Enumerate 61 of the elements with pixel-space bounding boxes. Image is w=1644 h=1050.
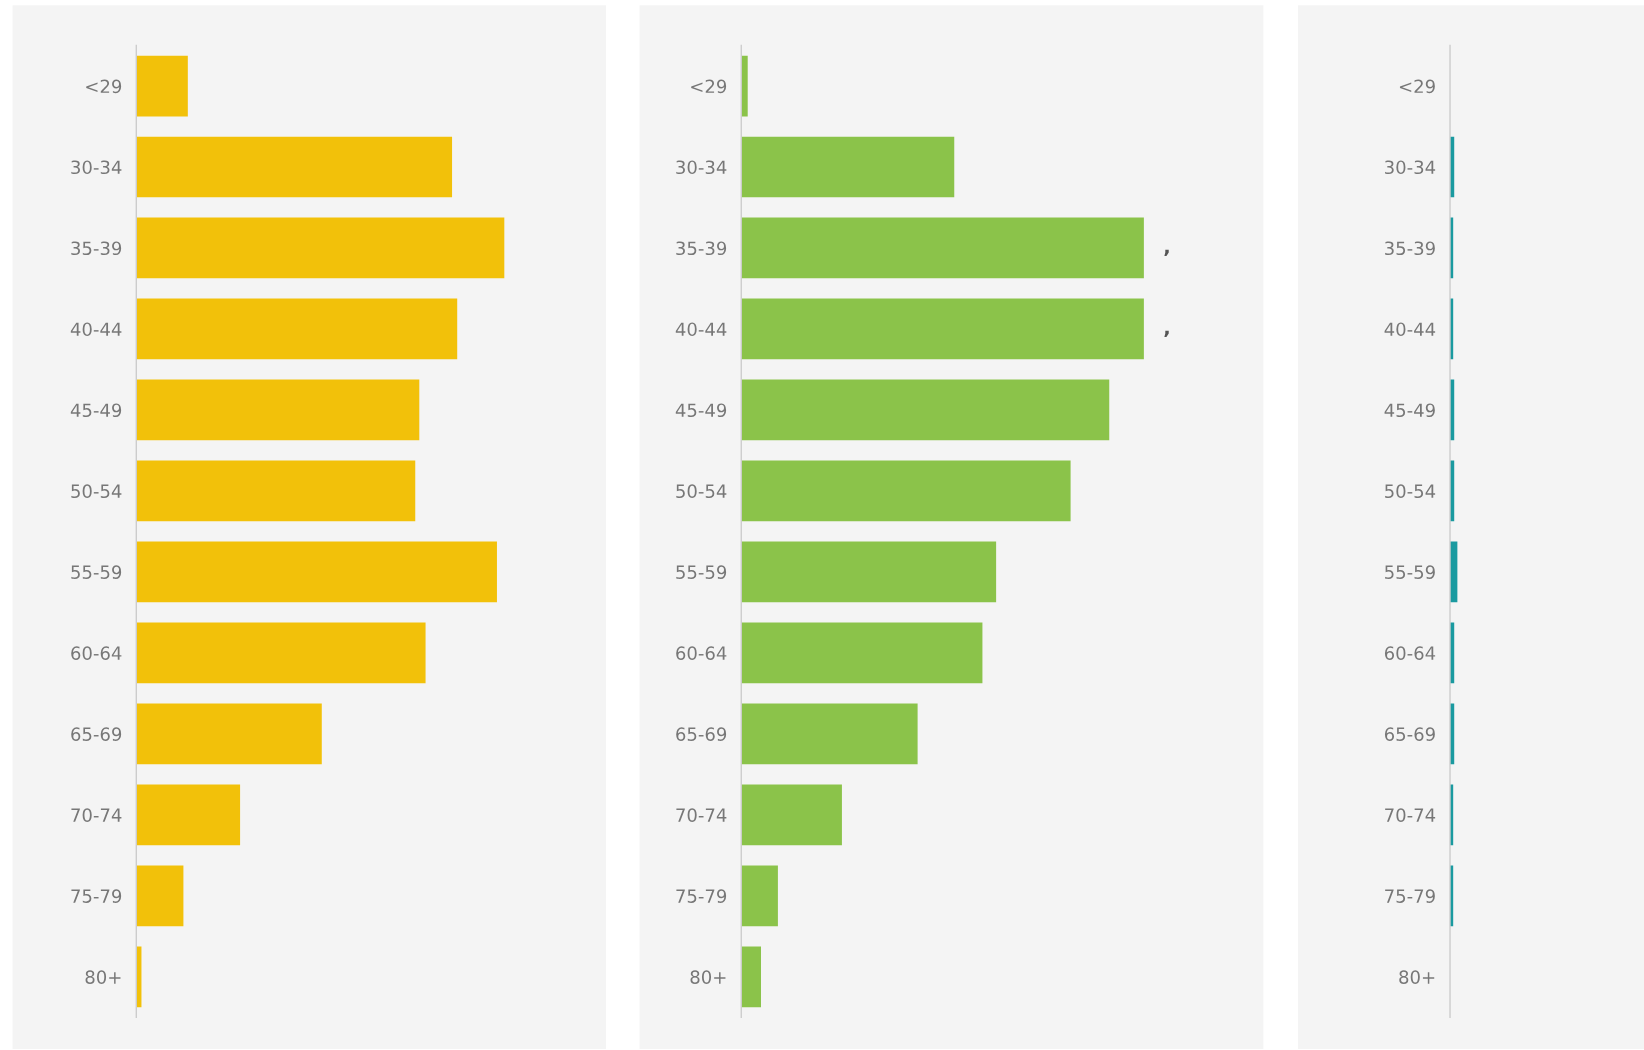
y-tick-label: 30-34 bbox=[676, 160, 727, 175]
y-tick-label: 50-54 bbox=[71, 484, 122, 499]
bar bbox=[136, 460, 416, 522]
y-tick-label: 55-59 bbox=[71, 565, 122, 579]
y-tick-label: 75-79 bbox=[676, 889, 727, 903]
bar bbox=[741, 55, 748, 117]
y-tick-label: 80+ bbox=[1399, 970, 1435, 984]
bar bbox=[741, 136, 955, 198]
bar bbox=[136, 298, 458, 360]
y-tick-label: 60-64 bbox=[676, 646, 727, 660]
bar bbox=[136, 55, 188, 117]
bar bbox=[741, 379, 1110, 441]
bar bbox=[136, 622, 426, 684]
bar bbox=[741, 784, 842, 846]
annotation: , bbox=[1164, 249, 1169, 257]
bar bbox=[741, 946, 761, 1008]
y-tick-label: 60-64 bbox=[71, 646, 122, 660]
bar bbox=[741, 622, 983, 684]
y-tick-label: 65-69 bbox=[71, 727, 122, 741]
y-tick-label: 75-79 bbox=[71, 889, 122, 903]
y-tick-label: 45-49 bbox=[70, 403, 122, 418]
y-tick-label: 60-64 bbox=[1384, 646, 1436, 660]
bar bbox=[136, 784, 241, 846]
bar bbox=[741, 703, 918, 765]
y-tick-label: 45-49 bbox=[1384, 403, 1435, 418]
bar bbox=[741, 541, 997, 603]
y-tick-label: 65-69 bbox=[1384, 727, 1435, 741]
y-tick-label: 40-44 bbox=[70, 322, 122, 337]
y-tick-label: 80+ bbox=[85, 970, 121, 984]
y-tick-label: 30-34 bbox=[71, 160, 122, 175]
y-tick-label: 40-44 bbox=[675, 322, 727, 337]
y-tick-label: <29 bbox=[691, 79, 727, 94]
y-tick-label: 70-74 bbox=[1385, 808, 1436, 822]
annotation: , bbox=[1164, 330, 1169, 338]
bar bbox=[741, 217, 1144, 279]
bar bbox=[136, 136, 453, 198]
bar bbox=[136, 379, 420, 441]
y-tick-label: 40-44 bbox=[1384, 322, 1436, 337]
y-tick-label: 50-54 bbox=[1385, 484, 1436, 499]
bar bbox=[741, 298, 1144, 360]
bar bbox=[136, 217, 505, 279]
y-tick-label: <29 bbox=[1399, 79, 1435, 94]
y-tick-label: 55-59 bbox=[1385, 565, 1435, 579]
y-tick-label: 80+ bbox=[690, 970, 726, 984]
y-tick-label: 75-79 bbox=[1385, 889, 1435, 903]
y-tick-label: 35-39 bbox=[676, 241, 727, 256]
y-tick-label: 70-74 bbox=[676, 808, 727, 822]
bar bbox=[136, 865, 184, 927]
y-tick-label: 70-74 bbox=[71, 808, 122, 822]
bar bbox=[136, 703, 322, 765]
y-tick-label: 45-49 bbox=[675, 403, 727, 418]
y-tick-label: 65-69 bbox=[676, 727, 727, 741]
y-tick-label: 35-39 bbox=[71, 241, 122, 256]
bar bbox=[136, 541, 497, 603]
y-tick-label: 50-54 bbox=[676, 484, 727, 499]
y-tick-label: 55-59 bbox=[676, 565, 727, 579]
bar bbox=[741, 865, 778, 927]
y-tick-label: <29 bbox=[86, 79, 122, 94]
y-tick-label: 30-34 bbox=[1385, 160, 1436, 175]
bar bbox=[741, 460, 1071, 522]
y-tick-label: 35-39 bbox=[1385, 241, 1435, 256]
